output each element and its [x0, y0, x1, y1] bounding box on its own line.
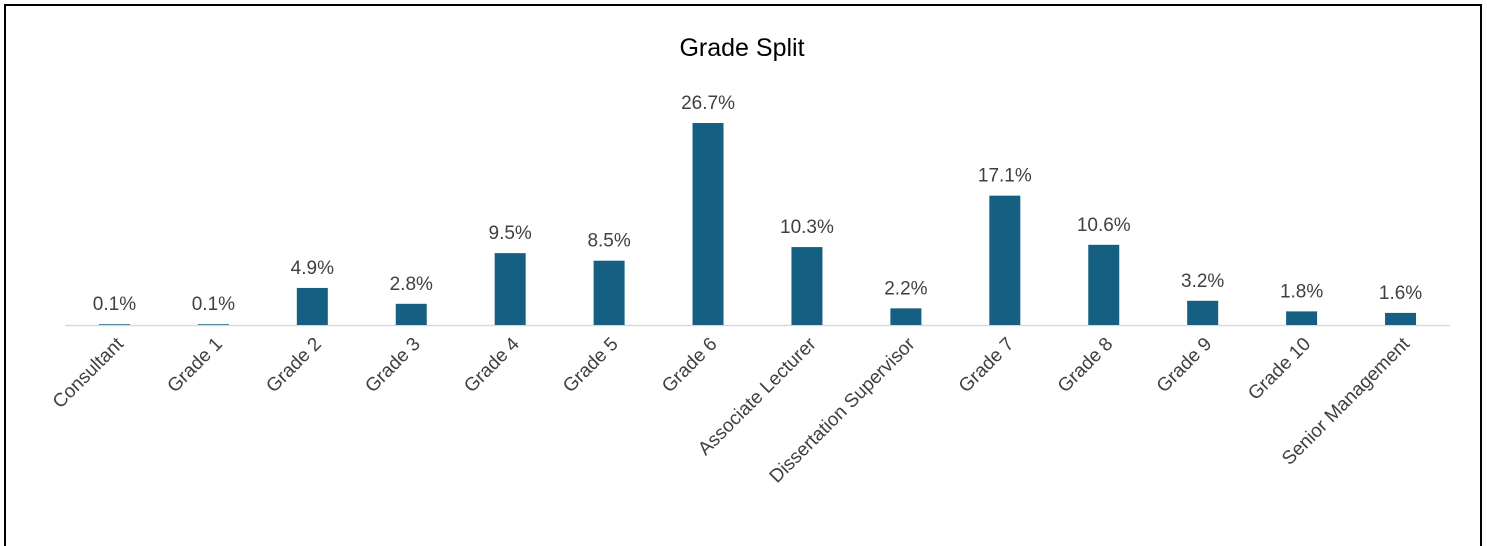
bar — [197, 324, 229, 325]
data-label: 17.1% — [978, 166, 1032, 187]
data-label: 0.1% — [192, 294, 235, 315]
data-label: 26.7% — [681, 93, 735, 114]
bar — [395, 303, 427, 325]
bar — [1187, 300, 1219, 325]
data-label: 2.8% — [390, 274, 433, 295]
data-label: 4.9% — [291, 258, 334, 279]
data-label: 3.2% — [1181, 271, 1224, 292]
chart-border — [4, 4, 1482, 546]
bar — [1088, 244, 1120, 325]
data-label: 10.6% — [1077, 215, 1131, 236]
bar — [692, 123, 724, 325]
bar — [890, 308, 922, 325]
data-label: 8.5% — [587, 231, 630, 252]
data-label: 1.6% — [1379, 283, 1422, 304]
bar — [989, 195, 1021, 325]
bar — [98, 324, 130, 325]
data-label: 10.3% — [780, 217, 834, 238]
data-label: 9.5% — [489, 223, 532, 244]
bar — [791, 247, 823, 325]
data-label: 0.1% — [93, 294, 136, 315]
bar — [1385, 312, 1417, 325]
chart-title: Grade Split — [679, 34, 804, 62]
data-label: 2.2% — [884, 278, 927, 299]
bar — [296, 287, 328, 325]
bar — [1286, 311, 1318, 325]
data-label: 1.8% — [1280, 281, 1323, 302]
bar — [593, 260, 625, 325]
bar — [494, 253, 526, 325]
